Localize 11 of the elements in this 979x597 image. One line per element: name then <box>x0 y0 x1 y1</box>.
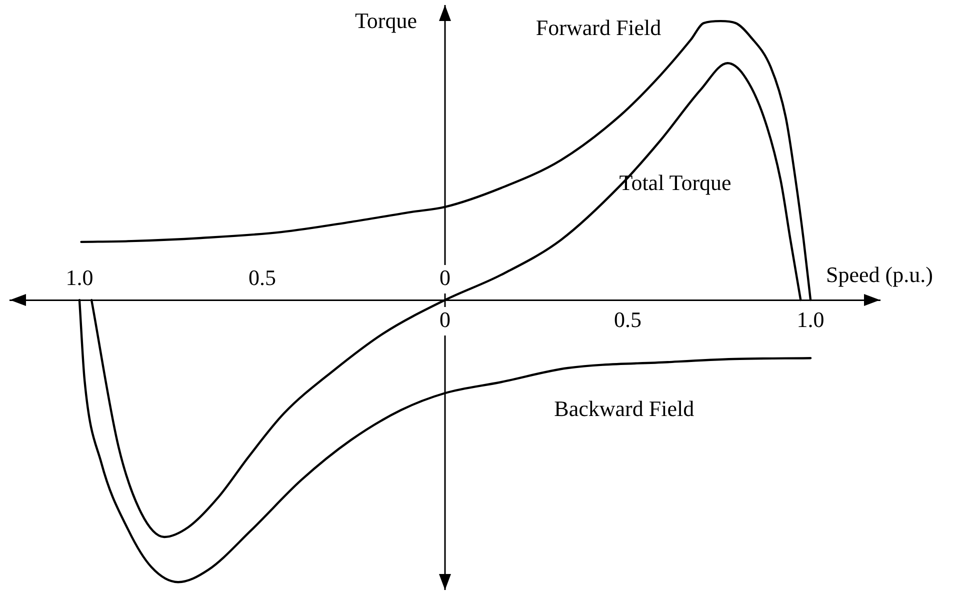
x-tick-label: 0.5 <box>614 307 642 332</box>
x-tick-label: 0 <box>440 307 450 332</box>
y-axis-title: Torque <box>355 8 417 33</box>
series-label: Forward Field <box>536 15 662 40</box>
x2-tick-label: 0.5 <box>248 265 276 290</box>
series-label: Backward Field <box>554 396 694 421</box>
x-tick-label: 1.0 <box>796 307 824 332</box>
x2-tick-label: 0 <box>440 265 450 290</box>
x2-tick-label: 1.0 <box>66 265 94 290</box>
x-axis-title: Speed (p.u.) <box>826 262 933 287</box>
series-label: Total Torque <box>619 170 732 196</box>
